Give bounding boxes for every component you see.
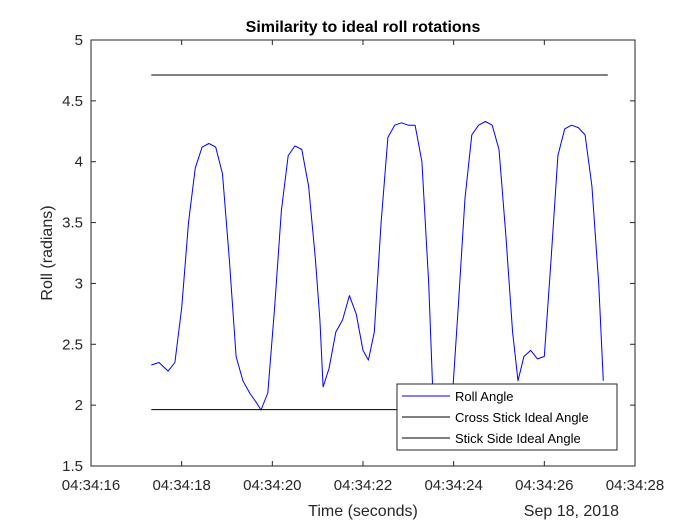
x-tick-label: 04:34:26 xyxy=(515,477,573,494)
x-axis: 04:34:16 04:34:18 04:34:20 04:34:22 04:34:24… xyxy=(62,40,664,494)
x-tick-label: 04:34:28 xyxy=(606,477,664,494)
y-tick-label: 2.5 xyxy=(62,336,83,353)
x-tick-label: 04:34:20 xyxy=(243,477,301,494)
y-tick-label: 3.5 xyxy=(62,215,83,232)
y-tick-label: 3 xyxy=(75,275,83,292)
y-tick-label: 5 xyxy=(75,32,83,49)
y-axis-label: Roll (radians) xyxy=(39,205,56,300)
x-tick-label: 04:34:24 xyxy=(424,477,482,494)
legend-label-roll-angle: Roll Angle xyxy=(455,389,514,404)
x-axis-label: Time (seconds) xyxy=(308,503,418,520)
y-tick-label: 4.5 xyxy=(62,93,83,110)
legend-label-cross-stick: Cross Stick Ideal Angle xyxy=(455,410,589,425)
x-tick-label: 04:34:18 xyxy=(152,477,210,494)
x-tick-label: 04:34:16 xyxy=(62,477,120,494)
y-tick-label: 4 xyxy=(75,154,83,171)
x-tick-label: 04:34:22 xyxy=(334,477,392,494)
y-tick-label: 1.5 xyxy=(62,458,83,475)
legend: Roll Angle Cross Stick Ideal Angle Stick… xyxy=(396,383,618,451)
y-tick-label: 2 xyxy=(75,397,83,414)
chart-title: Similarity to ideal roll rotations xyxy=(246,19,481,36)
legend-label-stick-side: Stick Side Ideal Angle xyxy=(455,431,581,446)
date-label: Sep 18, 2018 xyxy=(524,503,619,520)
series-roll-angle-line xyxy=(151,121,604,412)
y-axis: 1.5 2 2.5 3 3.5 4 4.5 5 xyxy=(62,32,635,475)
